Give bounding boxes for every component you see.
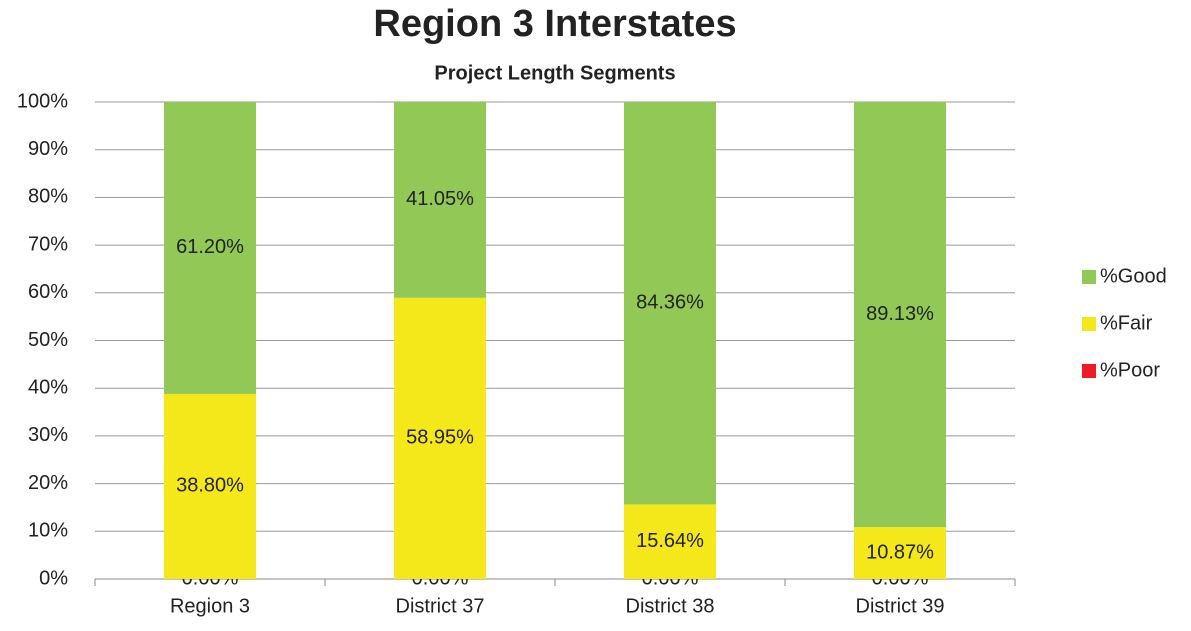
legend-label: %Fair: [1100, 312, 1153, 334]
bar-segment: [164, 393, 256, 579]
legend-label: %Poor: [1100, 359, 1160, 381]
legend-swatch: [1082, 270, 1096, 284]
x-tick-label: District 38: [626, 595, 715, 617]
data-label: 10.87%: [866, 541, 934, 563]
bar-segment: [394, 102, 486, 298]
y-tick-label: 50%: [28, 329, 68, 351]
bar-segment: [624, 504, 716, 579]
data-label: 84.36%: [636, 291, 704, 313]
y-tick-label: 90%: [28, 138, 68, 160]
y-tick-label: 20%: [28, 472, 68, 494]
bar-segment: [624, 102, 716, 505]
data-label: 58.95%: [406, 427, 474, 449]
y-tick-label: 80%: [28, 186, 68, 208]
legend-swatch: [1082, 364, 1096, 378]
bar-segment: [854, 102, 946, 528]
data-label: 41.05%: [406, 188, 474, 210]
y-tick-label: 0%: [39, 567, 68, 589]
chart-subtitle: Project Length Segments: [434, 62, 675, 84]
y-tick-label: 100%: [17, 90, 68, 112]
y-tick-label: 70%: [28, 233, 68, 255]
data-label: 89.13%: [866, 303, 934, 325]
x-tick-label: Region 3: [170, 595, 250, 617]
bar-segment: [394, 297, 486, 579]
x-tick-label: District 39: [856, 595, 945, 617]
data-label: 38.80%: [176, 475, 244, 497]
y-tick-label: 40%: [28, 376, 68, 398]
data-label: 15.64%: [636, 530, 704, 552]
legend-swatch: [1082, 317, 1096, 331]
chart-title: Region 3 Interstates: [373, 3, 736, 45]
y-tick-label: 30%: [28, 424, 68, 446]
bar-segment: [164, 102, 256, 394]
bar-segment: [854, 527, 946, 579]
y-tick-label: 60%: [28, 281, 68, 303]
x-tick-label: District 37: [396, 595, 485, 617]
data-label: 61.20%: [176, 236, 244, 258]
legend-label: %Good: [1100, 265, 1167, 287]
y-tick-label: 10%: [28, 520, 68, 542]
